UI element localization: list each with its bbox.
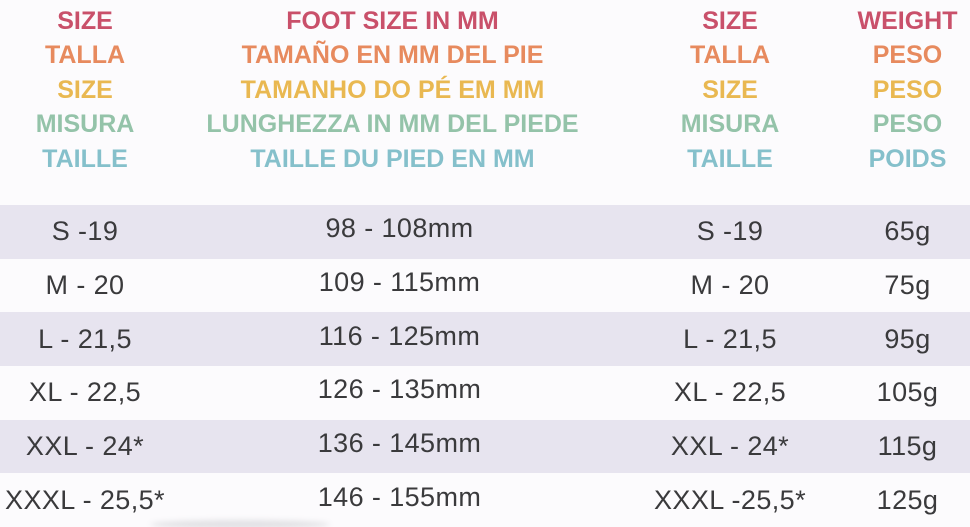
cell-foot-size: 136 - 145mm — [317, 427, 482, 458]
header-col-weight: WEIGHT PESO PESO PESO POIDS — [845, 0, 970, 205]
header-label-size-pt: SIZE — [57, 75, 113, 104]
header-label-weight-pt: PESO — [872, 75, 943, 104]
header-label-size2-en: SIZE — [702, 7, 758, 35]
cell-weight: 115g — [877, 430, 938, 461]
cell-foot-size: 126 - 135mm — [317, 374, 482, 405]
table-row-xxxl: XXXL - 25,5* 146 - 155mm XXXL -25,5* 125… — [0, 473, 970, 527]
cell-size-left: S -19 — [51, 216, 119, 247]
cell-size-right: XXL - 24* — [670, 430, 790, 461]
cell-foot-size: 146 - 155mm — [317, 481, 482, 512]
table-header: SIZE TALLA SIZE MISURA TAILLE FOOT SIZE … — [0, 0, 970, 205]
header-label-size2-pt: SIZE — [702, 75, 758, 104]
header-label-size2-fr: TAILLE — [687, 144, 773, 173]
header-label-weight-fr: POIDS — [868, 144, 947, 173]
header-label-size-en: SIZE — [57, 7, 113, 35]
cell-weight: 95g — [884, 323, 931, 354]
cell-weight: 65g — [884, 216, 931, 247]
cell-foot-size: 109 - 115mm — [318, 266, 481, 297]
cell-size-right: L - 21,5 — [683, 323, 777, 354]
cell-size-left: XL - 22,5 — [28, 377, 142, 408]
header-label-footsize-it: LUNGHEZZA IN MM DEL PIEDE — [206, 110, 579, 139]
cell-size-left: M - 20 — [45, 269, 125, 300]
header-label-weight-es: PESO — [872, 41, 943, 70]
header-label-size-es: TALLA — [44, 41, 126, 70]
cell-size-right: XL - 22,5 — [673, 377, 787, 408]
table-row-xl: XL - 22,5 126 - 135mm XL - 22,5 105g — [0, 366, 970, 420]
cell-foot-size: 116 - 125mm — [318, 320, 481, 351]
cell-size-left: XXXL - 25,5* — [5, 484, 165, 515]
header-col-foot-size: FOOT SIZE IN MM TAMAÑO EN MM DEL PIE TAM… — [170, 0, 615, 205]
cell-foot-size: 98 - 108mm — [325, 213, 474, 244]
cell-weight: 75g — [884, 269, 931, 300]
cell-size-right: S -19 — [696, 216, 764, 247]
cell-size-right: XXXL -25,5* — [654, 484, 806, 515]
header-col-size-left: SIZE TALLA SIZE MISURA TAILLE — [0, 0, 170, 205]
header-label-size-it: MISURA — [35, 110, 135, 139]
table-row-l: L - 21,5 116 - 125mm L - 21,5 95g — [0, 312, 970, 366]
header-label-size-fr: TAILLE — [42, 144, 128, 173]
table-row-s: S -19 98 - 108mm S -19 65g — [0, 205, 970, 259]
header-label-weight-it: PESO — [872, 110, 943, 139]
header-label-footsize-es: TAMAÑO EN MM DEL PIE — [241, 41, 544, 70]
cell-weight: 125g — [876, 484, 939, 515]
header-label-footsize-fr: TAILLE DU PIED EN MM — [250, 144, 535, 173]
header-label-weight-en: WEIGHT — [857, 7, 958, 35]
header-label-footsize-en: FOOT SIZE IN MM — [286, 7, 499, 35]
header-label-footsize-pt: TAMANHO DO PÉ EM MM — [240, 75, 545, 104]
cell-size-right: M - 20 — [690, 269, 770, 300]
table-row-xxl: XXL - 24* 136 - 145mm XXL - 24* 115g — [0, 419, 970, 474]
cell-size-left: L - 21,5 — [38, 323, 132, 354]
cell-size-left: XXL - 24* — [25, 430, 145, 461]
cell-weight: 105g — [876, 377, 939, 408]
table-row-m: M - 20 109 - 115mm M - 20 75g — [0, 259, 970, 313]
header-label-size2-it: MISURA — [680, 110, 780, 139]
header-col-size-right: SIZE TALLA SIZE MISURA TAILLE — [615, 0, 845, 205]
header-label-size2-es: TALLA — [689, 41, 771, 70]
